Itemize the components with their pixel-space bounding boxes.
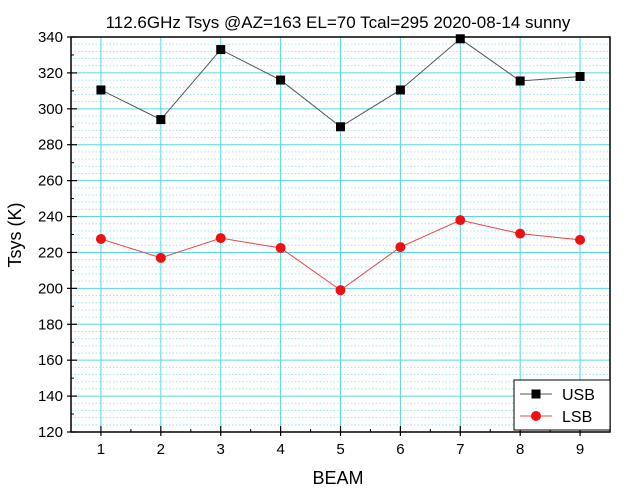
data-point-usb <box>156 115 166 125</box>
data-point-lsb <box>335 285 346 296</box>
legend-item-usb: USB <box>520 387 595 404</box>
data-point-lsb <box>395 242 406 253</box>
x-tick-label: 8 <box>516 441 524 458</box>
data-point-usb <box>395 85 405 95</box>
x-tick-label: 2 <box>157 441 165 458</box>
data-point-lsb <box>275 242 286 253</box>
data-point-usb <box>276 75 286 85</box>
data-point-lsb <box>575 234 586 245</box>
chart-title: 112.6GHz Tsys @AZ=163 EL=70 Tcal=295 202… <box>106 13 571 32</box>
data-point-usb <box>455 34 465 44</box>
legend-box <box>513 379 611 431</box>
y-tick-label: 340 <box>38 29 63 46</box>
y-tick-label: 160 <box>38 352 63 369</box>
data-point-usb <box>575 72 585 81</box>
x-tick-label: 6 <box>396 441 404 458</box>
data-point-usb <box>515 76 525 86</box>
series-lsb <box>95 215 586 296</box>
x-tick-label: 3 <box>217 441 225 458</box>
legend-marker <box>531 411 541 421</box>
x-tick-label: 9 <box>576 441 584 458</box>
data-point-lsb <box>155 252 166 263</box>
y-tick-label: 300 <box>38 101 63 118</box>
data-point-lsb <box>455 215 466 226</box>
data-point-usb <box>336 122 345 132</box>
legend-item-lsb: LSB <box>520 409 592 426</box>
series-layer <box>95 34 586 296</box>
y-tick-label: 280 <box>38 137 63 154</box>
x-tick-label: 1 <box>97 441 105 458</box>
legend-label: LSB <box>562 409 592 426</box>
data-point-lsb <box>215 233 226 244</box>
y-axis-label: Tsys (K) <box>5 203 25 268</box>
legend-label: USB <box>562 387 595 404</box>
y-tick-label: 320 <box>38 65 63 82</box>
y-tick-label: 260 <box>38 173 63 190</box>
x-tick-label: 7 <box>456 441 464 458</box>
y-tick-label: 120 <box>38 424 63 441</box>
data-point-usb <box>216 45 226 55</box>
data-point-lsb <box>515 228 526 239</box>
data-point-lsb <box>95 233 106 244</box>
legend-marker <box>531 389 541 399</box>
x-axis-label: BEAM <box>312 468 363 488</box>
data-point-usb <box>96 85 106 95</box>
y-tick-label: 240 <box>38 209 63 226</box>
y-tick-label: 180 <box>38 316 63 333</box>
y-tick-label: 220 <box>38 244 63 261</box>
x-tick-label: 4 <box>276 441 284 458</box>
legend: USB LSB <box>513 379 611 431</box>
y-tick-label: 140 <box>38 388 63 405</box>
series-usb <box>96 34 585 132</box>
y-tick-label: 200 <box>38 280 63 297</box>
x-tick-label: 5 <box>336 441 344 458</box>
